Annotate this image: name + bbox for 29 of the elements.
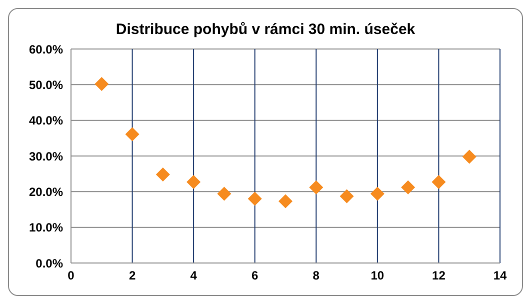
x-tick-label: 12 [432, 268, 446, 283]
x-tick-label: 4 [190, 268, 198, 283]
x-tick-label: 6 [252, 268, 259, 283]
point [125, 127, 140, 142]
point [278, 194, 292, 208]
point [340, 189, 354, 204]
y-tick-label: 0.0% [36, 256, 64, 270]
y-tick-label: 60.0% [28, 42, 64, 56]
x-tick-label: 0 [68, 268, 75, 283]
point [370, 186, 384, 201]
x-tick-label: 14 [493, 268, 507, 283]
x-tick-label: 8 [312, 268, 320, 283]
x-tick-label: 10 [370, 268, 384, 283]
point [186, 175, 201, 190]
point [156, 168, 170, 182]
point [401, 180, 416, 194]
point [94, 76, 109, 91]
point [248, 192, 262, 206]
y-tick-label: 40.0% [28, 114, 64, 128]
point [462, 150, 476, 164]
y-tick-label: 50.0% [28, 78, 64, 92]
point [217, 186, 232, 201]
y-tick-label: 10.0% [28, 220, 64, 235]
point [309, 180, 324, 194]
x-tick-label: 2 [128, 268, 136, 283]
point [432, 175, 446, 190]
chart-title: Distribuce pohybů v rámci 30 min. úseček [114, 20, 416, 40]
y-tick-label: 30.0% [28, 149, 64, 164]
y-tick-label: 20.0% [28, 184, 64, 199]
